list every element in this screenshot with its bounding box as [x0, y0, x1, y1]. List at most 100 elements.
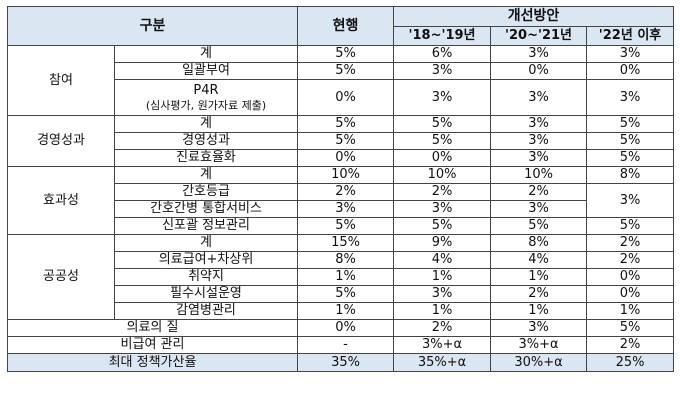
header-category: 구분 [6, 6, 299, 46]
cell-current: - [297, 336, 395, 354]
row-label-main: P4R [193, 83, 219, 99]
row-label-note: (심사평가, 원가자료 제출) [145, 98, 267, 112]
cell-current: 3% [297, 200, 395, 218]
header-improvement: 개선방안 [393, 6, 675, 27]
cell-period-1: 3%+α [393, 336, 492, 354]
cell-period-3: 8% [586, 166, 675, 184]
row-label: 계 [113, 166, 299, 184]
cell-period-3: 1% [586, 302, 675, 320]
cell-period-1: 9% [393, 234, 492, 252]
cell-period-2: 1% [490, 302, 588, 320]
row-label: 의료급여+차상위 [113, 251, 299, 269]
row-label: 일괄부여 [113, 62, 299, 80]
cell-period-1: 5% [393, 132, 492, 150]
cell-current: 5% [297, 45, 395, 63]
cell-period-3: 5% [586, 149, 675, 167]
cell-period-2: 3%+α [490, 336, 588, 354]
cell-current: 0% [297, 319, 395, 337]
cell-period-2: 3% [490, 115, 588, 133]
cell-period-1: 2% [393, 183, 492, 201]
cell-current: 15% [297, 234, 395, 252]
total-row: 최대 정책가산율 35% 35%+α 30%+α 25% [6, 353, 675, 372]
cell-period-1: 5% [393, 217, 492, 235]
table-row: 취약지 1% 1% 1% 0% [8, 268, 675, 286]
cell-period-1: 0% [393, 149, 492, 167]
cell-current: 0% [297, 79, 395, 116]
cell-current: 8% [297, 251, 395, 269]
cell-period-2: 3% [490, 149, 588, 167]
row-label: 신포괄 정보관리 [113, 217, 299, 235]
group-participation: 참여 [7, 45, 115, 116]
cell-period-2: 4% [490, 251, 588, 269]
cell-period-1: 3% [393, 200, 492, 218]
cell-period-2: 3% [490, 79, 588, 116]
table-row: 간호간병 통합서비스 3% 3% 3% [8, 200, 674, 218]
cell-period-2: 0% [490, 62, 588, 80]
cell-period-3: 3% [586, 79, 675, 116]
cell-period-2: 10% [490, 166, 588, 184]
group-public: 공공성 [7, 234, 115, 320]
cell-period-3: 2% [586, 251, 675, 269]
row-label-total: 최대 정책가산율 [6, 353, 299, 372]
row-label: 감염병관리 [113, 302, 299, 320]
cell-period-1: 4% [393, 251, 492, 269]
cell-current: 5% [297, 217, 395, 235]
table-row: 신포괄 정보관리 5% 5% 5% 5% [8, 217, 675, 235]
cell-period-1: 10% [393, 166, 492, 184]
table-row: 참여 계 5% 6% 3% 3% [7, 45, 675, 116]
cell-period-2: 3% [490, 200, 588, 218]
cell-period-3: 5% [586, 319, 675, 337]
cell-period-3: 0% [586, 285, 675, 303]
cell-period-3-merged: 3% [586, 183, 675, 218]
table-row: 공공성 계 15% 9% 8% 2% [7, 234, 675, 320]
cell-period-3: 3% [586, 45, 675, 63]
table-row: 경영성과 계 5% 5% 3% 5% [7, 115, 675, 167]
cell-period-1: 3% [393, 62, 492, 80]
table-row: 의료의 질 0% 2% 3% 5% [6, 319, 675, 337]
row-label: 필수시설운영 [113, 285, 299, 303]
cell-period-1: 1% [393, 268, 492, 286]
cell-period-1: 5% [393, 115, 492, 133]
row-label: 경영성과 [113, 132, 299, 150]
row-label: 계 [113, 115, 299, 133]
cell-period-3: 0% [586, 268, 675, 286]
row-label: 간호간병 통합서비스 [113, 200, 299, 218]
row-label: 계 [113, 45, 299, 63]
cell-period-3: 2% [586, 234, 675, 252]
cell-period-2: 2% [490, 183, 588, 201]
cell-period-2: 1% [490, 268, 588, 286]
header-current: 현행 [297, 6, 395, 46]
table-row: 간호등급 2% 2% 2% 3% [8, 183, 675, 218]
cell-period-1: 1% [393, 302, 492, 320]
cell-period-2: 3% [490, 132, 588, 150]
table-row: 비급여 관리 - 3%+α 3%+α 2% [6, 336, 675, 354]
row-label: 취약지 [113, 268, 299, 286]
cell-current: 0% [297, 149, 395, 167]
row-label: 간호등급 [113, 183, 299, 201]
cell-period-3: 5% [586, 217, 675, 235]
cell-period-3: 5% [586, 115, 675, 133]
group-effectiveness: 효과성 [7, 166, 115, 235]
cell-current: 35% [297, 353, 395, 372]
cell-period-3: 0% [586, 62, 675, 80]
header-period-3: '22년 이후 [586, 26, 675, 46]
cell-period-1: 35%+α [393, 353, 492, 372]
cell-period-2: 3% [490, 45, 588, 63]
cell-period-2: 5% [490, 217, 588, 235]
header-period-2: '20~'21년 [490, 26, 588, 46]
policy-rate-table: 구분 현행 개선방안 '18~'19년 '20~'21년 '22년 이후 참여 … [6, 6, 675, 372]
row-label: 진료효율화 [113, 149, 299, 167]
cell-period-3: 2% [586, 336, 675, 354]
cell-period-1: 3% [393, 285, 492, 303]
cell-period-1: 6% [393, 45, 492, 63]
table-row: 일괄부여 5% 3% 0% 0% [8, 62, 675, 80]
cell-current: 5% [297, 132, 395, 150]
cell-current: 5% [297, 62, 395, 80]
header-period-1: '18~'19년 [393, 26, 492, 46]
cell-current: 5% [297, 285, 395, 303]
cell-period-1: 3% [393, 79, 492, 116]
cell-current: 10% [297, 166, 395, 184]
cell-period-3: 25% [586, 353, 675, 372]
table-row: 효과성 계 10% 10% 10% 8% [7, 166, 675, 235]
group-performance: 경영성과 [7, 115, 115, 167]
